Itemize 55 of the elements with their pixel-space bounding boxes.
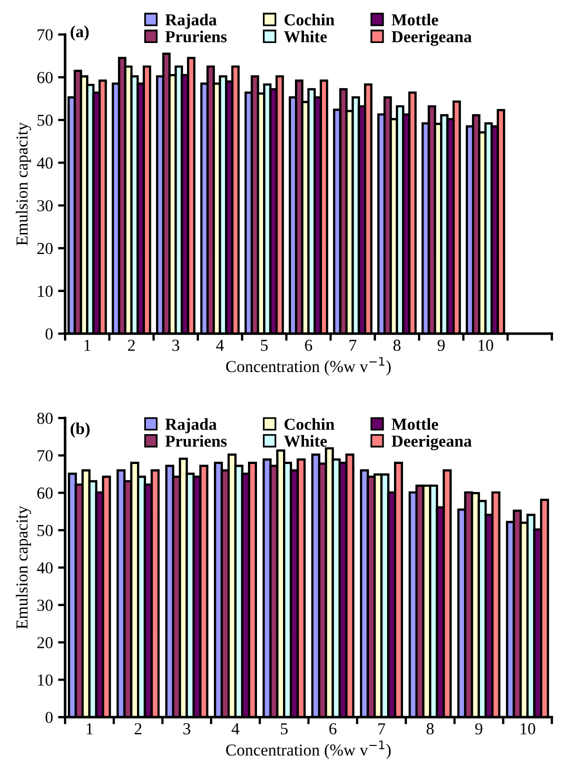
y-tick-label: 30 bbox=[37, 200, 53, 212]
x-tick-label: 7 bbox=[350, 340, 356, 351]
x-tick-label: 5 bbox=[261, 340, 268, 351]
x-tick-label: 9 bbox=[475, 723, 482, 734]
x-tick-label: 8 bbox=[393, 340, 401, 351]
y-tick-label: 20 bbox=[37, 637, 53, 648]
y-tick-label: 0 bbox=[46, 328, 53, 340]
y-tick-label: 30 bbox=[37, 600, 53, 611]
y-axis-title: Emulsion capacity bbox=[16, 122, 32, 246]
y-tick-label: 20 bbox=[37, 242, 53, 254]
x-tick-label: 10 bbox=[520, 723, 536, 734]
x-tick-label: 3 bbox=[183, 723, 190, 734]
legend-label: Pruriens bbox=[165, 30, 227, 42]
legend-label: Rajada bbox=[165, 418, 217, 434]
y-tick-label: 40 bbox=[36, 562, 53, 574]
legend-label: Deerigeana bbox=[392, 435, 472, 450]
y-tick-label: 50 bbox=[38, 114, 53, 126]
y-tick-label: 80 bbox=[37, 412, 53, 424]
x-axis-title: Concentration (%w v$^{−1}$) bbox=[226, 357, 391, 376]
legend-label: Deerigeana bbox=[392, 30, 472, 46]
x-tick-label: 4 bbox=[216, 340, 224, 351]
x-tick-label: 4 bbox=[232, 723, 240, 734]
legend-label: White bbox=[284, 435, 327, 447]
y-tick-label: 0 bbox=[46, 712, 53, 724]
x-tick-label: 2 bbox=[128, 340, 135, 351]
legend-label: White bbox=[284, 30, 327, 42]
legend-label: Cochin bbox=[284, 418, 334, 430]
x-tick-label: 7 bbox=[378, 723, 386, 734]
y-tick-label: 70 bbox=[38, 29, 53, 40]
x-tick-label: 5 bbox=[280, 723, 288, 734]
legend-label: Cochin bbox=[284, 14, 334, 26]
y-tick-label: 60 bbox=[37, 72, 53, 84]
x-tick-label: 6 bbox=[329, 723, 336, 734]
x-tick-label: 3 bbox=[172, 340, 180, 351]
y-tick-label: 60 bbox=[37, 487, 53, 499]
y-tick-label: 10 bbox=[38, 674, 53, 686]
x-tick-label: 2 bbox=[134, 723, 142, 734]
legend-label: Pruriens bbox=[165, 435, 227, 447]
legend-label: Mottle bbox=[392, 14, 438, 26]
x-tick-label: 6 bbox=[305, 340, 312, 351]
chart-title: (a) bbox=[70, 26, 89, 41]
y-tick-label: 50 bbox=[38, 524, 53, 536]
legend-label: Mottle bbox=[392, 418, 438, 430]
y-tick-label: 70 bbox=[38, 450, 53, 462]
x-tick-label: 8 bbox=[426, 723, 434, 734]
chart-title: (b) bbox=[70, 422, 90, 438]
legend-label: Rajada bbox=[165, 14, 217, 29]
y-axis-title: Emulsion capacity bbox=[16, 506, 32, 629]
y-tick-label: 10 bbox=[38, 286, 53, 297]
x-tick-label: 1 bbox=[84, 340, 90, 351]
x-tick-label: 9 bbox=[438, 340, 445, 351]
x-axis-title: Concentration (%w v$^{−1}$) bbox=[226, 740, 391, 760]
x-tick-label: 10 bbox=[478, 340, 494, 351]
x-tick-label: 1 bbox=[86, 723, 93, 734]
y-tick-label: 40 bbox=[36, 157, 53, 169]
